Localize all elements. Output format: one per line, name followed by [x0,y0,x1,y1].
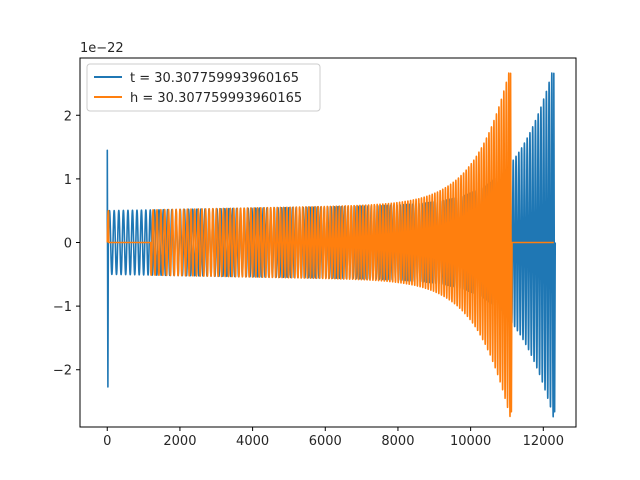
series-layer [106,72,557,418]
legend-box [86,63,321,112]
x-tick-label: 6000 [309,434,342,449]
x-tick-label: 12000 [523,434,564,449]
x-tick-label: 8000 [381,434,414,449]
legend-label-h: h = 30.307759993960165 [130,91,302,106]
x-tick-label: 4000 [236,434,269,449]
legend: t = 30.307759993960165 h = 30.3077599939… [86,63,321,112]
x-tick-label: 2000 [163,434,196,449]
y-tick-label: −2 [53,364,72,379]
x-tick-label: 0 [103,434,111,449]
legend-label-t: t = 30.307759993960165 [130,71,299,86]
x-axis: 0 2000 4000 6000 8000 10000 12000 [103,427,564,449]
y-tick-label: −1 [53,300,72,315]
axis-offset-label: 1e−22 [80,41,124,56]
x-tick-label: 10000 [450,434,491,449]
y-tick-label: 0 [64,237,72,252]
y-axis: −2 −1 0 1 2 [53,109,80,379]
y-tick-label: 2 [64,109,72,124]
y-tick-label: 1 [64,173,72,188]
series-line-h [106,72,554,418]
